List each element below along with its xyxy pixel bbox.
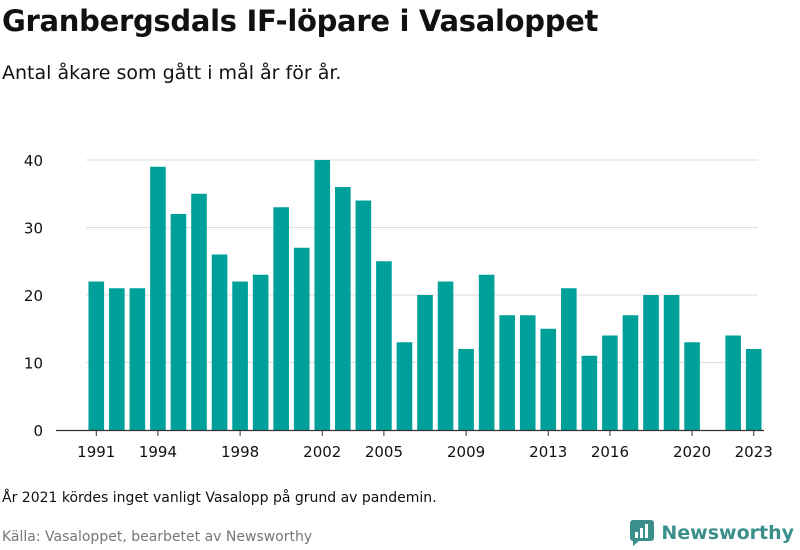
bar — [232, 281, 248, 430]
bar — [417, 295, 433, 430]
x-tick-label: 1998 — [221, 443, 259, 461]
chart-title: Granbergsdals IF-löpare i Vasaloppet — [2, 4, 599, 38]
x-tick-label: 2002 — [303, 443, 341, 461]
chart-note: År 2021 kördes inget vanligt Vasalopp på… — [2, 490, 437, 506]
source-text: Källa: Vasaloppet, bearbetet av Newswort… — [2, 529, 313, 545]
newsworthy-logo-icon — [630, 520, 655, 546]
x-tick-label: 2023 — [735, 443, 773, 461]
bar — [335, 187, 351, 430]
x-tick-label: 2005 — [365, 443, 403, 461]
bar — [643, 295, 659, 430]
bar — [109, 288, 125, 430]
x-tick-label: 2009 — [447, 443, 485, 461]
bar — [540, 328, 557, 430]
bar — [458, 349, 474, 430]
bar — [170, 214, 187, 430]
bar — [622, 315, 639, 430]
bar — [602, 335, 618, 430]
newsworthy-logo[interactable]: Newsworthy — [629, 519, 794, 547]
bar — [581, 355, 598, 430]
bar — [273, 207, 289, 430]
x-tick-label: 2013 — [529, 443, 567, 461]
bar — [293, 247, 310, 430]
bar — [745, 349, 762, 430]
y-tick-label: 40 — [24, 152, 43, 170]
x-tick-label: 2016 — [591, 443, 629, 461]
bar — [88, 281, 105, 430]
bar — [499, 315, 515, 430]
bar — [150, 166, 166, 430]
bar — [396, 342, 413, 430]
y-tick-label: 0 — [33, 422, 43, 440]
bar — [437, 281, 454, 430]
bar — [684, 342, 700, 430]
y-tick-label: 20 — [24, 287, 43, 305]
y-tick-label: 10 — [24, 355, 43, 373]
bar — [519, 315, 536, 430]
bar — [376, 261, 392, 430]
bar — [129, 288, 146, 430]
bar — [314, 160, 331, 430]
bar — [252, 274, 269, 430]
x-tick-label: 1994 — [139, 443, 177, 461]
brand-name: Newsworthy — [661, 522, 794, 544]
bar — [663, 295, 680, 430]
bar — [191, 193, 207, 430]
bar — [478, 274, 495, 430]
bar — [561, 288, 577, 430]
bar — [725, 335, 741, 430]
x-tick-label: 1991 — [77, 443, 115, 461]
chart-subtitle: Antal åkare som gått i mål år för år. — [2, 62, 342, 84]
bar — [355, 200, 372, 430]
bar — [211, 254, 228, 430]
y-tick-label: 30 — [24, 220, 43, 238]
x-tick-label: 2020 — [673, 443, 711, 461]
